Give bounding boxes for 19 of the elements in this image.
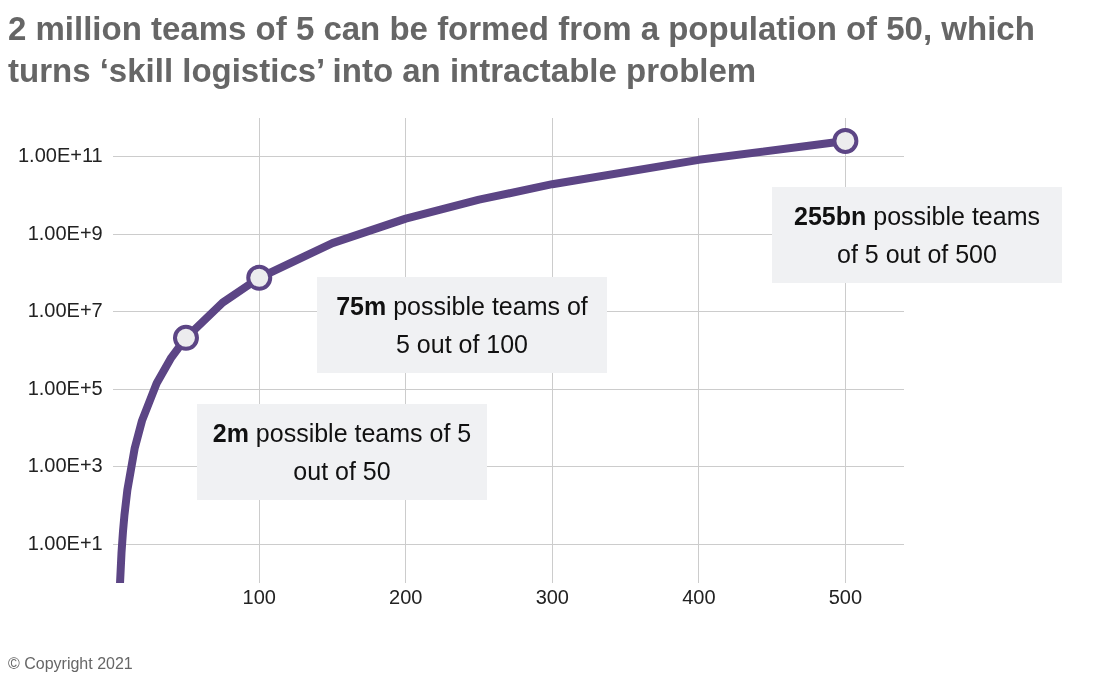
x-tick-label: 300 bbox=[535, 585, 569, 608]
y-tick-label: 1.00E+11 bbox=[17, 144, 103, 167]
x-tick-label: 500 bbox=[828, 585, 863, 608]
point bbox=[832, 127, 859, 154]
annotation: 2m possible teams of 5 out of 50 bbox=[197, 404, 487, 500]
y-tick-label: 1.00E+3 bbox=[27, 454, 103, 477]
y-tick-label: 1.00E+7 bbox=[27, 299, 103, 322]
x-tick-label: 400 bbox=[682, 585, 716, 608]
annotation: 255bn possible teams of 5 out of 500 bbox=[772, 187, 1062, 283]
y-tick-label: 1.00E+5 bbox=[27, 376, 103, 399]
y-tick-label: 1.00E+9 bbox=[27, 221, 103, 244]
y-tick-label: 1.00E+1 bbox=[27, 531, 103, 554]
point bbox=[172, 324, 199, 351]
text: © Copyright 2021 bbox=[8, 655, 133, 673]
annotation: 75m possible teams of 5 out of 100 bbox=[317, 277, 607, 373]
point bbox=[246, 264, 273, 291]
x-tick-label: 100 bbox=[242, 585, 276, 608]
x-tick-label: 200 bbox=[389, 585, 423, 608]
chart-title: 2 million teams of 5 can be formed from a population of 50, which turns ‘skill logistics’ into an intractable problem bbox=[8, 9, 1036, 91]
